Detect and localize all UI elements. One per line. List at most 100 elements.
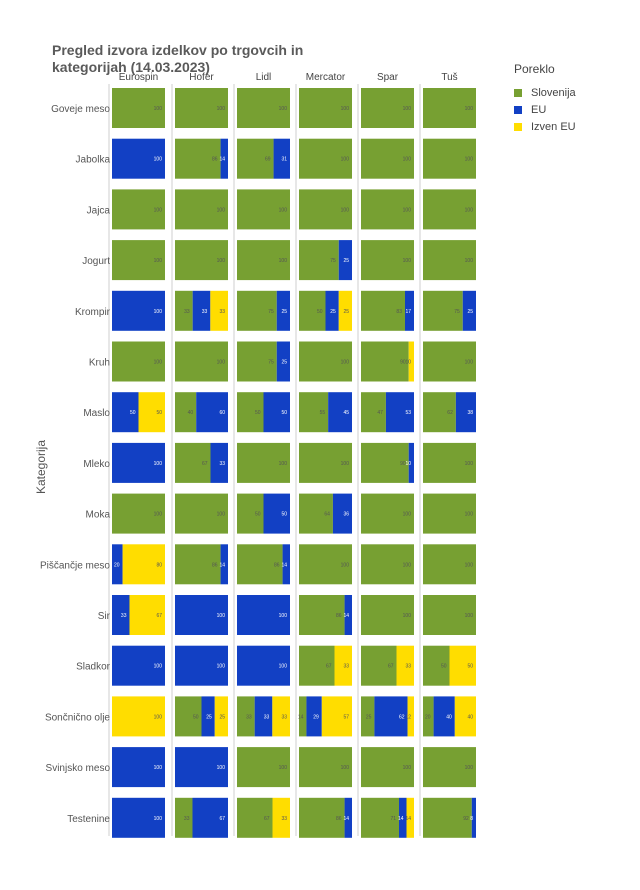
bar-segment-mercator-slovenija xyxy=(299,189,352,230)
bar-value-label: 25 xyxy=(366,714,372,720)
bar-value-label: 33 xyxy=(202,309,208,315)
category-label-sir: Sir xyxy=(98,611,111,622)
bar-value-label: 100 xyxy=(154,157,163,163)
bar-value-label: 20 xyxy=(425,714,431,720)
bar-value-label: 38 xyxy=(467,410,473,416)
bar-segment-lidl-slovenija xyxy=(237,493,264,534)
bar-segment-hofer-slovenija xyxy=(175,392,197,433)
bar-value-label: 25 xyxy=(219,714,225,720)
bar-segment-tus-slovenija xyxy=(423,189,476,230)
bar-value-label: 50 xyxy=(193,714,199,720)
bar-segment-eurospin-slovenija xyxy=(112,88,165,128)
bar-segment-spar-slovenija xyxy=(361,392,386,433)
legend-label: Izven EU xyxy=(531,120,576,133)
bar-segment-mercator-slovenija xyxy=(299,747,352,788)
bar-segment-eurospin-slovenija xyxy=(112,189,165,230)
bar-segment-spar-slovenija xyxy=(361,442,409,483)
store-header-spar: Spar xyxy=(377,72,399,83)
bar-segment-eurospin-eu xyxy=(112,747,165,788)
bar-value-label: 50 xyxy=(441,664,447,670)
bar-segment-hofer-eu xyxy=(210,442,228,483)
bar-value-label: 100 xyxy=(465,461,474,467)
bar-value-label: 45 xyxy=(343,410,349,416)
bar-segment-lidl-eu xyxy=(276,341,290,382)
bar-value-label: 47 xyxy=(377,410,383,416)
bar-value-label: 33 xyxy=(405,664,411,670)
bar-value-label: 100 xyxy=(154,360,163,366)
bar-value-label: 40 xyxy=(188,410,194,416)
bar-value-label: 100 xyxy=(341,765,350,771)
bar-segment-eurospin-eu xyxy=(112,595,130,635)
bar-segment-mercator-eu xyxy=(332,493,352,534)
bar-segment-lidl-slovenija xyxy=(237,747,290,788)
bar-segment-hofer-slovenija xyxy=(175,240,228,281)
bar-segment-eurospin-eu xyxy=(112,544,123,585)
category-label-kruh: Kruh xyxy=(89,358,110,369)
bar-value-label: 100 xyxy=(341,106,350,112)
bar-value-label: 50 xyxy=(281,512,287,518)
bar-segment-mercator-slovenija xyxy=(299,138,352,179)
bar-segment-mercator-slovenija xyxy=(299,645,335,686)
bar-segment-lidl-slovenija xyxy=(237,138,274,179)
bar-value-label: 100 xyxy=(217,613,226,619)
bar-value-label: 40 xyxy=(446,714,452,720)
bar-segment-lidl-eu xyxy=(263,493,290,534)
bar-segment-mercator-eu xyxy=(325,290,339,331)
legend-item-eu[interactable]: EU xyxy=(514,101,576,118)
bar-segment-tus-izven-eu xyxy=(454,696,476,737)
bar-value-label: 75 xyxy=(268,309,274,315)
bar-segment-eurospin-izven-eu xyxy=(129,595,165,635)
legend-item-izven-eu[interactable]: Izven EU xyxy=(514,118,576,135)
bar-segment-mercator-slovenija xyxy=(299,240,339,281)
bar-value-label: 100 xyxy=(341,562,350,568)
bar-segment-lidl-slovenija xyxy=(237,290,277,331)
bar-segment-spar-slovenija xyxy=(361,747,414,788)
legend-item-slovenija[interactable]: Slovenija xyxy=(514,84,576,101)
bar-value-label: 14 xyxy=(219,562,225,568)
store-header-mercator: Mercator xyxy=(306,72,346,83)
bar-segment-lidl-slovenija xyxy=(237,240,290,281)
store-header-tus: Tuš xyxy=(441,72,457,83)
bar-segment-lidl-slovenija xyxy=(237,442,290,483)
bar-value-label: 14 xyxy=(343,613,349,619)
bar-value-label: 33 xyxy=(281,714,287,720)
category-label-jajca: Jajca xyxy=(87,205,111,216)
bar-segment-spar-eu xyxy=(404,290,414,331)
bar-value-label: 100 xyxy=(217,258,226,264)
bar-segment-tus-slovenija xyxy=(423,696,434,737)
bar-segment-tus-slovenija xyxy=(423,493,476,534)
category-label-testenine: Testenine xyxy=(67,814,110,825)
bar-value-label: 36 xyxy=(343,512,349,518)
legend-swatch xyxy=(514,122,522,131)
bar-value-label: 57 xyxy=(343,714,349,720)
bar-segment-hofer-eu xyxy=(220,138,228,179)
bar-value-label: 100 xyxy=(154,512,163,518)
bar-value-label: 25 xyxy=(467,309,473,315)
bar-value-label: 100 xyxy=(403,258,412,264)
bar-value-label: 67 xyxy=(156,613,162,619)
bar-segment-spar-eu xyxy=(374,696,408,737)
bar-segment-hofer-slovenija xyxy=(175,189,228,230)
bar-value-label: 31 xyxy=(281,157,287,163)
bar-segment-hofer-eu xyxy=(175,645,228,686)
bar-segment-eurospin-izven-eu xyxy=(138,392,165,433)
bar-value-label: 33 xyxy=(343,664,349,670)
bar-value-label: 50 xyxy=(467,664,473,670)
bar-segment-lidl-eu xyxy=(273,138,290,179)
bar-value-label: 100 xyxy=(465,512,474,518)
bar-value-label: 62 xyxy=(447,410,453,416)
bar-value-label: 100 xyxy=(403,157,412,163)
bar-segment-mercator-eu xyxy=(306,696,322,737)
bar-segment-mercator-slovenija xyxy=(299,696,307,737)
bar-segment-lidl-eu xyxy=(254,696,273,737)
bar-value-label: 25 xyxy=(281,309,287,315)
bar-value-label: 55 xyxy=(320,410,326,416)
bar-segment-hofer-eu xyxy=(220,544,228,585)
bar-value-label: 25 xyxy=(330,309,336,315)
bar-segment-lidl-eu xyxy=(237,595,290,635)
bar-value-label: 10 xyxy=(405,461,411,467)
bar-value-label: 100 xyxy=(217,765,226,771)
bar-segment-tus-slovenija xyxy=(423,341,476,382)
bar-value-label: 67 xyxy=(388,664,394,670)
bar-value-label: 100 xyxy=(465,207,474,213)
